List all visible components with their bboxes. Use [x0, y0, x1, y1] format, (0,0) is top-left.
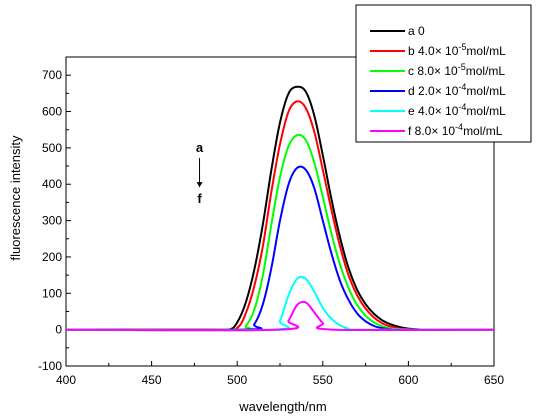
series-layer — [65, 85, 495, 332]
x-tick-label: 450 — [142, 373, 162, 387]
series-line-c — [65, 133, 495, 331]
series-line-e — [65, 275, 495, 332]
x-tick-label: 550 — [313, 373, 333, 387]
x-axis-title: wavelength/nm — [238, 399, 326, 414]
series-line-f — [65, 300, 495, 332]
legend-label-c: c 8.0× 10-5mol/mL — [408, 62, 505, 78]
y-tick-label: 0 — [55, 323, 62, 337]
legend-label-d: d 2.0× 10-4mol/mL — [408, 82, 506, 98]
legend-box — [355, 4, 532, 143]
annotation-arrow: af — [196, 140, 204, 206]
series-line-b — [65, 100, 495, 331]
series-line-a — [65, 85, 494, 332]
y-tick-label: 100 — [42, 286, 62, 300]
annotation-top-label: a — [196, 140, 204, 155]
annotation-bottom-label: f — [197, 191, 202, 206]
y-tick-label: 600 — [42, 105, 62, 119]
x-tick-label: 400 — [56, 373, 76, 387]
legend-label-e: e 4.0× 10-4mol/mL — [408, 102, 506, 118]
annotation-arrow-head — [196, 182, 203, 188]
y-tick-label: 300 — [42, 214, 62, 228]
legend-label-f: f 8.0× 10-4mol/mL — [408, 122, 503, 138]
legend: a 0 b 4.0× 10-5mol/mL c 8.0× 10-5mol/mL d 2… — [355, 4, 532, 143]
y-tick-label: 200 — [42, 250, 62, 264]
x-tick-label: 500 — [227, 373, 247, 387]
y-tick-label: 400 — [42, 177, 62, 191]
x-tick-label: 650 — [484, 373, 504, 387]
axis-ticks: 400 450 500 550 600 650 -100 0 100 200 300 400 500 60… — [38, 68, 504, 387]
legend-label-b: b 4.0× 10-5mol/mL — [408, 42, 506, 58]
y-tick-label: 500 — [42, 141, 62, 155]
series-line-d — [65, 165, 495, 332]
legend-label-a: a 0 — [408, 24, 425, 38]
x-tick-label: 600 — [398, 373, 418, 387]
y-tick-label: -100 — [38, 359, 62, 373]
y-axis-title: fluorescence intensity — [8, 135, 23, 261]
y-tick-label: 700 — [42, 68, 62, 82]
